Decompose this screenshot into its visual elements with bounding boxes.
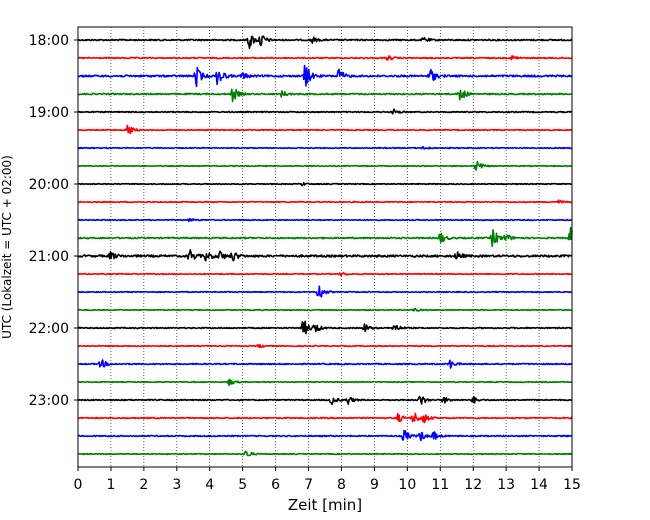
- trace-2330: [77, 429, 573, 442]
- trace-1845: [77, 88, 573, 103]
- x-tick-label: 14: [530, 477, 548, 493]
- trace-2130: [77, 285, 573, 298]
- plot-frame: [77, 26, 573, 468]
- x-tick-label: 1: [106, 477, 115, 493]
- trace-2000: [77, 182, 573, 187]
- trace-1915: [77, 124, 573, 135]
- x-tick-label: 15: [563, 477, 581, 493]
- trace-2015: [77, 199, 573, 204]
- x-tick-label: 5: [238, 477, 247, 493]
- x-tick-label: 11: [431, 477, 449, 493]
- trace-2115: [77, 272, 573, 277]
- x-tick-label: 9: [370, 477, 379, 493]
- trace-2300: [77, 395, 573, 406]
- y-tick-label: 21:00: [29, 249, 69, 265]
- trace-2030: [77, 217, 573, 223]
- trace-1815: [77, 55, 573, 61]
- trace-1930: [77, 145, 573, 150]
- x-tick-label: 7: [304, 477, 313, 493]
- y-tick-label: 20:00: [29, 177, 69, 193]
- x-tick-label: 6: [271, 477, 280, 493]
- x-tick-label: 3: [172, 477, 181, 493]
- trace-2345: [77, 450, 573, 457]
- seismic-traces: [77, 35, 573, 457]
- x-axis-label: Zeit [min]: [288, 496, 362, 514]
- y-axis-label: UTC (Lokalzeit = UTC + 02:00): [0, 155, 14, 339]
- x-tick-label: 8: [337, 477, 346, 493]
- trace-2045: [77, 226, 573, 248]
- y-tick-label: 22:00: [29, 321, 69, 337]
- y-tick-label: 18:00: [29, 33, 69, 49]
- y-tick-label: 23:00: [29, 393, 69, 409]
- y-axis-ticks: 18:00 19:00 20:00 21:00 22:00 23:00: [29, 33, 78, 409]
- x-tick-label: 12: [464, 477, 482, 493]
- trace-2100: [77, 249, 573, 262]
- x-tick-label: 2: [139, 477, 148, 493]
- trace-1800: [77, 35, 573, 50]
- x-axis-ticks: 0 1 2 3 4 5 6 7 8 9 10 11 12 13 14 15: [74, 467, 581, 493]
- x-tick-label: 4: [205, 477, 214, 493]
- trace-2145: [77, 307, 573, 312]
- trace-2245: [77, 378, 573, 387]
- trace-1830: [77, 64, 573, 88]
- y-tick-label: 19:00: [29, 105, 69, 121]
- trace-1945: [77, 160, 573, 171]
- x-tick-label: 13: [497, 477, 515, 493]
- x-tick-label: 10: [398, 477, 416, 493]
- trace-1900: [77, 108, 573, 115]
- trace-2200: [77, 320, 573, 335]
- x-tick-label: 0: [74, 477, 83, 493]
- trace-2230: [77, 359, 573, 369]
- trace-2215: [77, 344, 573, 349]
- trace-2315: [77, 412, 573, 424]
